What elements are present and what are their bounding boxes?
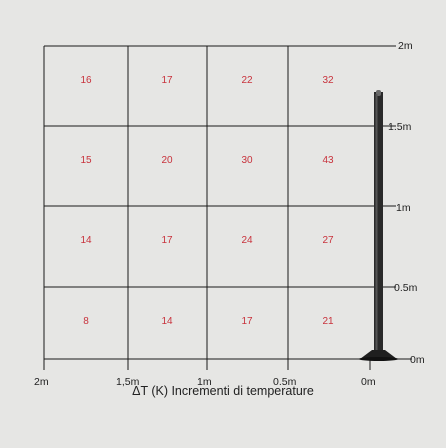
height-label-1m: 1m — [396, 202, 411, 214]
temperature-value-r3-c4: 27 — [322, 235, 334, 246]
temperature-value-r3-c3: 24 — [241, 235, 253, 246]
temperature-value-r4-c2: 14 — [161, 316, 173, 327]
temperature-value-r1-c2: 17 — [161, 75, 173, 86]
temperature-value-r1-c3: 22 — [241, 75, 253, 86]
temperature-value-r2-c1: 15 — [80, 155, 92, 166]
standing-patio-heater-icon — [358, 90, 399, 361]
temperature-value-r4-c3: 17 — [241, 316, 253, 327]
height-label-1-5m: 1.5m — [388, 121, 412, 133]
height-label-0m: 0m — [410, 354, 425, 366]
temperature-value-r2-c3: 30 — [241, 155, 253, 166]
distance-label-2m: 2m — [34, 376, 49, 388]
temperature-value-r3-c2: 17 — [161, 235, 173, 246]
temperature-value-r1-c4: 32 — [322, 75, 334, 86]
distance-label-0-5m: 0.5m — [273, 376, 297, 388]
height-label-0-5m: 0.5m — [394, 282, 418, 294]
temperature-value-r2-c4: 43 — [322, 155, 334, 166]
distance-label-1m: 1m — [197, 376, 212, 388]
caption: ΔT (K) Incrementi di temperature — [132, 384, 314, 398]
temperature-value-r3-c1: 14 — [80, 235, 92, 246]
temperature-value-r4-c4: 21 — [322, 316, 334, 327]
temperature-value-r4-c1: 8 — [83, 316, 89, 327]
temperature-value-r1-c1: 16 — [80, 75, 92, 86]
distance-label-0m: 0m — [361, 376, 376, 388]
height-label-2m: 2m — [398, 40, 413, 52]
temperature-value-r2-c2: 20 — [161, 155, 173, 166]
distance-label-1-5m: 1,5m — [116, 376, 140, 388]
